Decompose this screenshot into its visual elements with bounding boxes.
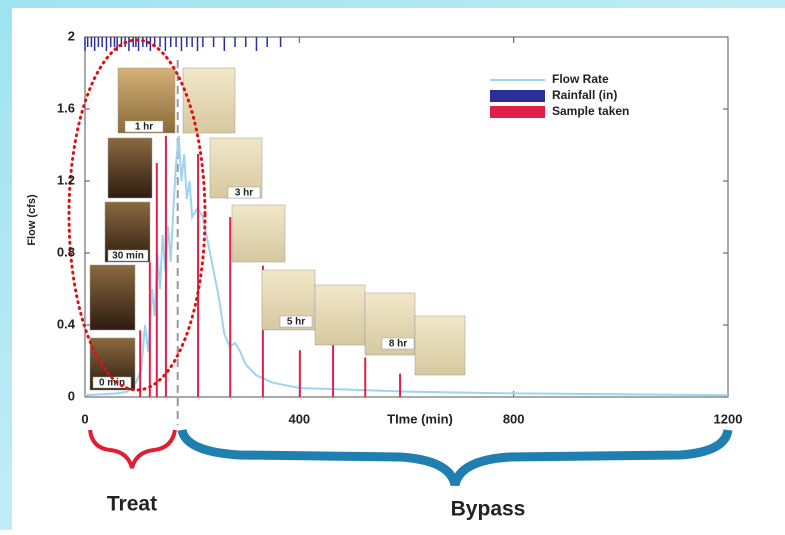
photo	[414, 315, 466, 376]
plot-frame	[84, 36, 729, 398]
legend-label: Flow Rate	[552, 72, 609, 86]
y-tick-label: 0.8	[57, 244, 75, 259]
x-tick-label: 400	[288, 411, 310, 426]
photo	[231, 204, 286, 263]
x-tick-label: 800	[503, 411, 525, 426]
photo	[314, 284, 366, 346]
y-tick-label: 1.6	[57, 100, 75, 115]
phase-label: Treat	[107, 493, 157, 516]
photo-label: 3 hr	[235, 188, 253, 199]
photo	[107, 137, 153, 199]
y-tick-label: 0.4	[57, 316, 76, 331]
x-axis-label: TIme (min)	[387, 411, 453, 426]
y-tick-label: 0	[68, 388, 75, 403]
photo	[182, 67, 236, 134]
photo-label: 0 min	[99, 378, 125, 389]
highlight-ellipse	[67, 38, 207, 392]
y-tick-label: 1.2	[57, 172, 75, 187]
photo	[89, 264, 136, 331]
label-box	[107, 249, 149, 262]
y-tick-label: 2	[68, 28, 75, 43]
x-tick-label: 0	[81, 411, 88, 426]
photo-label: 1 hr	[135, 122, 153, 133]
bypass-brace	[177, 428, 733, 487]
photo-label: 5 hr	[287, 317, 305, 328]
photo-label: 30 min	[112, 251, 144, 262]
treat-brace	[88, 429, 177, 469]
legend-label: Sample taken	[552, 104, 629, 118]
photos	[89, 67, 466, 391]
legend-swatch	[490, 106, 545, 118]
label-box	[279, 315, 313, 328]
phase-label: Bypass	[451, 498, 526, 521]
legend-label: Rainfall (in)	[552, 88, 617, 102]
label-box	[381, 337, 415, 350]
y-axis-label: Flow (cfs)	[26, 194, 38, 246]
legend-swatch	[490, 90, 545, 102]
x-tick-label: 1200	[714, 411, 743, 426]
label-box	[227, 186, 261, 199]
photo-label: 8 hr	[389, 339, 407, 350]
label-box	[124, 120, 164, 133]
